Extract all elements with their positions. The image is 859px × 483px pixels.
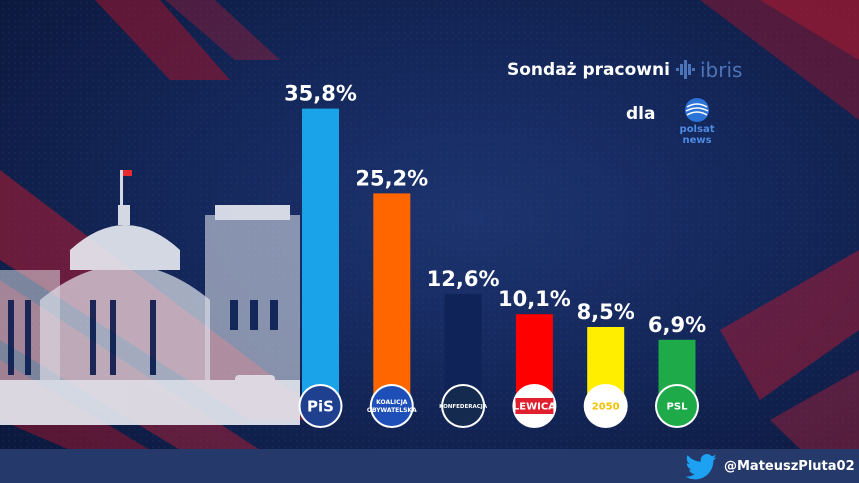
- poll-source-label: Sondaż pracowni: [507, 60, 670, 80]
- party-logo-text: KONFEDERACJA: [439, 404, 488, 410]
- value-label-koalicja-obywatelska: 25,2%: [355, 166, 428, 190]
- party-logo-konfederacja: KONFEDERACJA: [439, 384, 488, 428]
- party-logo-text: PSL: [667, 402, 689, 413]
- parliament-building-silhouette: [0, 170, 300, 425]
- party-logo-text: 2050: [592, 402, 620, 413]
- polsat-logo-text: polsat: [680, 124, 715, 135]
- party-logo-text: PiS: [307, 397, 334, 415]
- bar-koalicja-obywatelska: [373, 193, 411, 395]
- value-label-pis: 35,8%: [284, 82, 357, 106]
- bar-konfederacja: [444, 294, 482, 395]
- ibris-logo-text: ibris: [700, 58, 742, 82]
- value-label-psl: 6,9%: [648, 313, 706, 337]
- value-label-lewica: 10,1%: [498, 287, 571, 311]
- party-logo-psl: PSL: [655, 384, 699, 428]
- poll-client-label: dla: [626, 104, 656, 124]
- bar-polska-2050: [587, 327, 625, 395]
- party-logo-text: OBYWATELSKA: [367, 407, 417, 414]
- bar-lewica: [515, 314, 553, 395]
- twitter-handle: @MateuszPluta02: [724, 459, 855, 474]
- news-logo-text: news: [682, 135, 711, 145]
- footer-bar: [0, 449, 859, 483]
- polsat-news-logo: polsat news: [680, 98, 715, 145]
- party-logo-text: LEWICA: [513, 402, 556, 413]
- twitter-icon: [685, 454, 717, 480]
- ibris-logo: ibris: [676, 58, 742, 82]
- party-logo-pis: PiS: [298, 384, 343, 428]
- bar-pis: [302, 108, 339, 395]
- value-label-polska-2050: 8,5%: [577, 300, 635, 324]
- party-logo-lewica: LEWICA: [512, 384, 557, 428]
- value-label-konfederacja: 12,6%: [427, 267, 500, 291]
- party-logo-polska-2050: 2050: [583, 384, 628, 428]
- party-logo-text: KOALICJA: [376, 399, 408, 406]
